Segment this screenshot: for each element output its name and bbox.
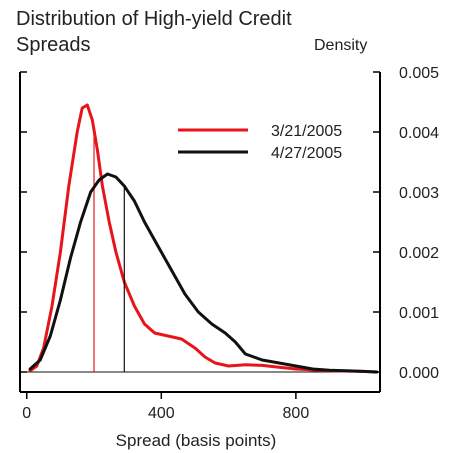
legend-label: 3/21/2005 xyxy=(271,123,342,140)
y-tick-label: 0.002 xyxy=(399,245,439,262)
y-ticks: 0.000 0.001 0.002 0.003 0.004 0.005 xyxy=(20,65,439,382)
series-line xyxy=(28,103,379,374)
y-axis-label: Density xyxy=(314,37,368,54)
y-tick-label: 0.004 xyxy=(399,125,439,142)
plot-frame xyxy=(19,72,381,393)
legend: 3/21/2005 4/27/2005 xyxy=(178,123,342,162)
x-tick-label: 0 xyxy=(22,405,31,422)
x-tick-label: 800 xyxy=(283,405,310,422)
x-ticks: 0 400 800 xyxy=(22,392,309,422)
y-tick-label: 0.005 xyxy=(399,65,439,82)
x-axis-label: Spread (basis points) xyxy=(116,431,277,450)
series-line xyxy=(28,172,379,374)
y-tick-label: 0.001 xyxy=(399,305,439,322)
series-layer xyxy=(20,103,380,374)
y-tick-label: 0.000 xyxy=(399,365,439,382)
x-tick-label: 400 xyxy=(148,405,175,422)
legend-label: 4/27/2005 xyxy=(271,145,342,162)
chart-title: Distribution of High-yield Credit Spread… xyxy=(16,8,292,56)
y-tick-label: 0.003 xyxy=(399,185,439,202)
